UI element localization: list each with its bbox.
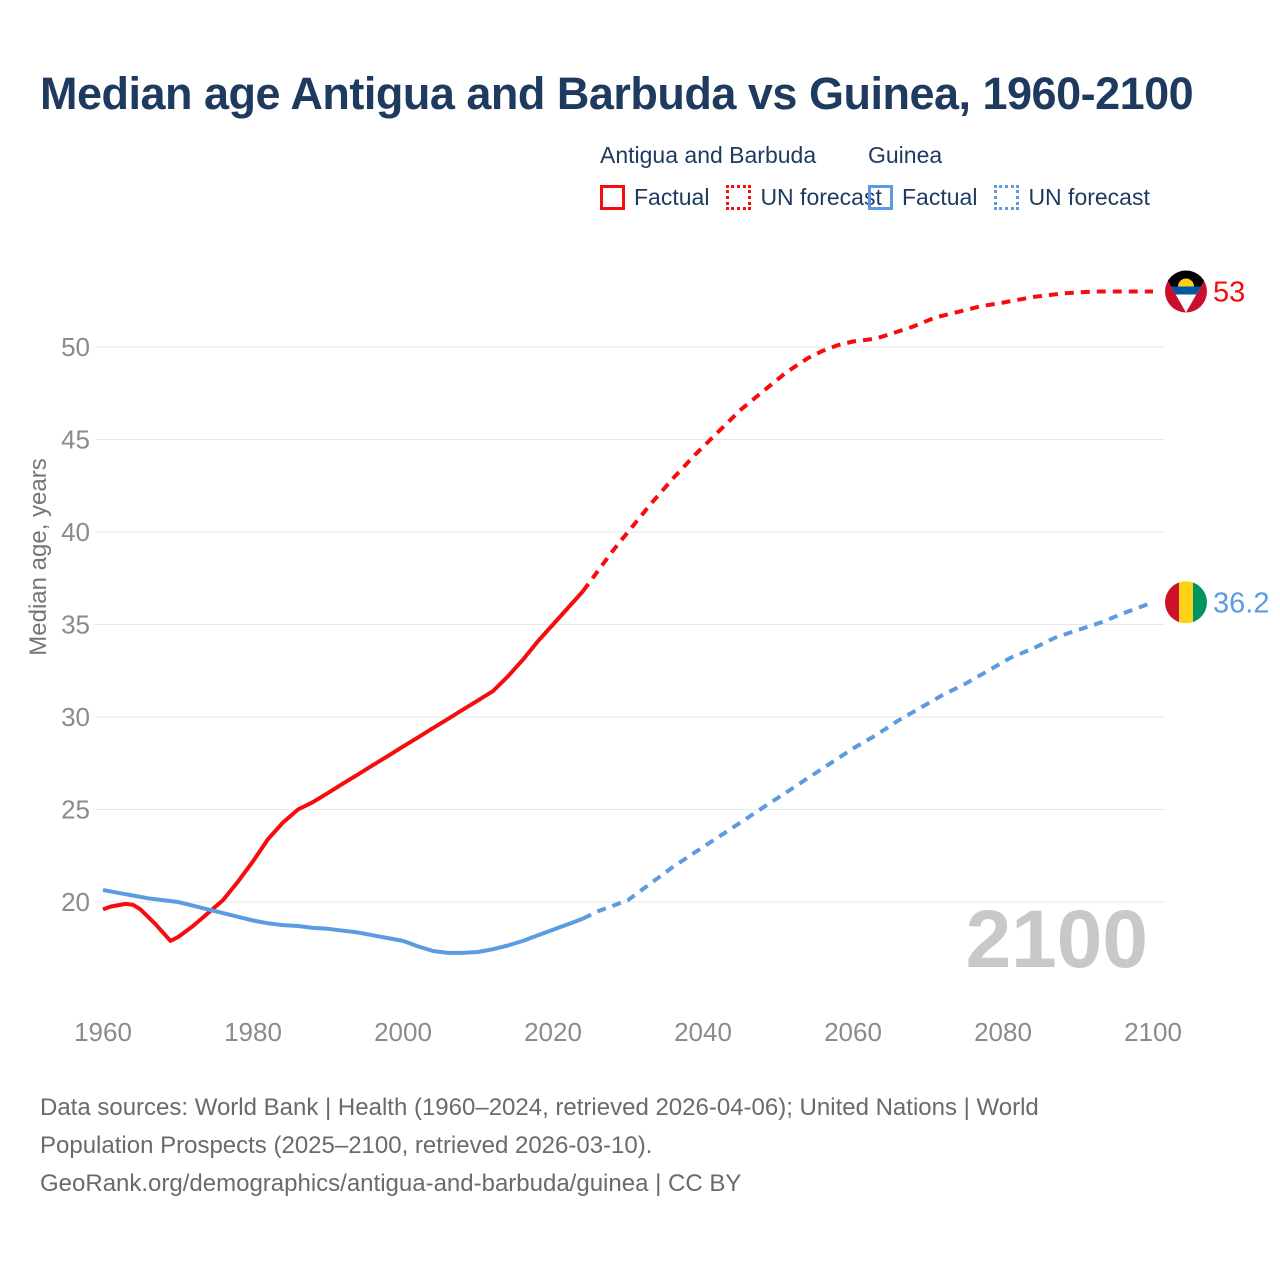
factual-solid-swatch-icon [868,185,893,210]
y-tick-label: 30 [61,702,90,732]
x-tick-label: 2080 [974,1017,1032,1047]
legend-group-title: Antigua and Barbuda [600,142,817,168]
x-tick-label: 2100 [1124,1017,1182,1047]
legend-item-label: UN forecast [760,184,882,210]
footer-line: Population Prospects (2025–2100, retriev… [40,1132,653,1159]
forecast-dotted-swatch-icon [726,185,752,210]
forecast-dotted-swatch-icon [994,185,1020,210]
legend-item-un-forecast: UN forecast [994,184,1150,211]
page-title: Median age Antigua and Barbuda vs Guinea… [40,68,1194,119]
series-line-factual [102,589,585,943]
legend-item-label: Factual [634,184,710,210]
legend-item-factual: Factual [868,184,977,211]
series-lines [102,289,1154,955]
y-tick-label: 50 [61,332,90,362]
y-tick-label: 20 [61,887,90,917]
x-tick-label: 2040 [674,1017,732,1047]
guinea-flag-icon [1165,581,1207,624]
y-tick-label: 40 [61,517,90,547]
antigua-and-barbuda-flag-icon [1165,270,1207,313]
end-value-guinea: 36.2 [1213,587,1269,619]
footer-line: Data sources: World Bank | Health (1960–… [40,1094,1039,1121]
x-tick-label: 2000 [374,1017,432,1047]
y-axis-title: Median age, years [25,458,52,655]
legend-item-label: UN forecast [1028,184,1150,210]
legend-group-guinea: Guinea Factual UN forecast [868,142,1150,211]
x-tick-label: 1980 [224,1017,282,1047]
legend-row: Factual UN forecast [868,184,1150,211]
series-line-forecast [582,600,1154,921]
watermark: 2100 [966,894,1148,985]
x-tick-label: 2060 [824,1017,882,1047]
y-tick-label: 45 [61,425,90,455]
y-tick-label: 25 [61,795,90,825]
series-line-forecast [581,289,1153,593]
gridlines [95,346,1165,903]
legend-group-antigua-and-barbuda: Antigua and Barbuda Factual UN forecast [600,142,882,211]
legend-item-un-forecast: UN forecast [726,184,882,211]
x-tick-label: 2020 [524,1017,582,1047]
legend-row: Factual UN forecast [600,184,882,211]
legend-item-factual: Factual [600,184,709,211]
series-line-factual [102,888,584,955]
x-tick-label: 1960 [74,1017,132,1047]
footer-line: GeoRank.org/demographics/antigua-and-bar… [40,1170,742,1197]
y-tick-label: 35 [61,610,90,640]
end-value-antigua-and-barbuda: 53 [1213,277,1245,309]
legend-item-label: Factual [902,184,978,210]
data-sources-footer: Data sources: World Bank | Health (1960–… [40,1089,1220,1203]
factual-solid-swatch-icon [600,185,625,210]
y-axis-tick-labels: 20 25 30 35 40 45 50 [61,332,90,917]
legend-group-title: Guinea [868,142,943,168]
x-axis-tick-labels: 1960 1980 2000 2020 2040 2060 2080 2100 [74,1017,1182,1047]
